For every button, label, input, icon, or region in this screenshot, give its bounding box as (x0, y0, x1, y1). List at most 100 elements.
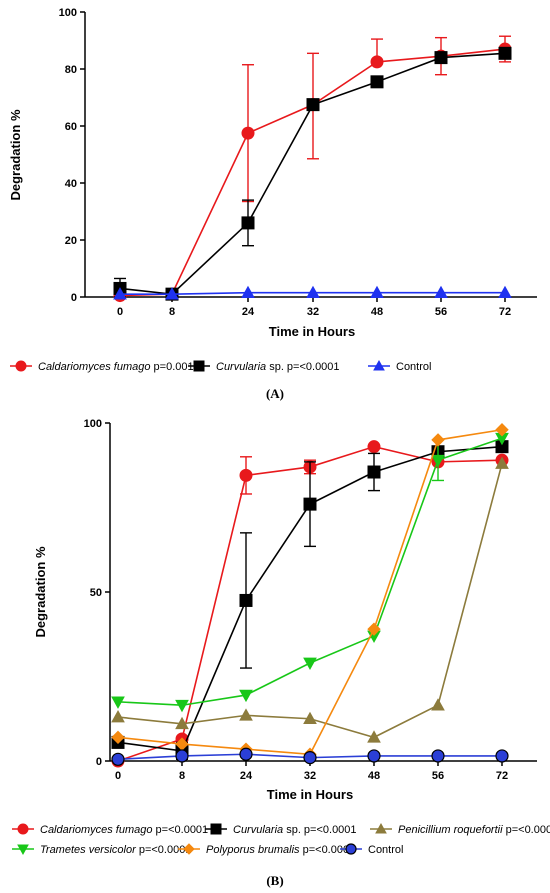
x-tick-label: 56 (432, 770, 444, 782)
data-point (367, 465, 381, 479)
data-point (306, 285, 320, 299)
legend-marker (193, 360, 205, 372)
data-point (370, 285, 384, 299)
legend-label: Polyporus brumalis p=<0.0001 (206, 844, 355, 856)
y-tick-label: 50 (90, 587, 102, 599)
y-tick-label: 0 (96, 756, 102, 768)
data-point (495, 456, 509, 469)
legend-label: Curvularia sp. p=<0.0001 (233, 824, 357, 836)
legend-label: Penicillium roquefortii p=<0.0001 (398, 824, 550, 836)
data-point (431, 749, 445, 763)
data-point (175, 749, 189, 763)
data-point (367, 749, 381, 763)
legend-item: Control (340, 843, 403, 856)
data-point (111, 730, 125, 745)
y-tick-label: 100 (84, 418, 102, 430)
y-tick-label: 80 (65, 64, 77, 76)
data-point (370, 75, 384, 89)
chart-a-ylabel: Degradation % (8, 109, 23, 200)
legend-label-species: Curvularia (216, 361, 266, 373)
legend-item: Penicillium roquefortii p=<0.0001 (370, 822, 550, 836)
legend-label-suffix: p=<0.0001 (300, 844, 356, 856)
legend-label-species: Caldariomyces fumago (40, 824, 153, 836)
data-point (303, 497, 317, 511)
legend-marker (183, 843, 195, 855)
chart-b-xlabel: Time in Hours (267, 787, 353, 802)
legend-label-suffix: p=<0.0001 (153, 824, 209, 836)
y-tick-label: 20 (65, 235, 77, 247)
data-point (495, 423, 509, 437)
legend-marker (373, 359, 385, 371)
data-point (239, 468, 253, 482)
data-point (239, 593, 253, 607)
x-tick-label: 8 (179, 770, 185, 782)
legend-label-species: Caldariomyces fumago (38, 361, 151, 373)
x-tick-label: 0 (115, 770, 121, 782)
series-1 (111, 440, 509, 761)
data-point (241, 216, 255, 230)
x-tick-label: 0 (117, 306, 123, 318)
x-tick-label: 72 (496, 770, 508, 782)
data-point (434, 285, 448, 299)
legend-label-suffix: Control (396, 361, 431, 373)
series-5 (111, 747, 509, 766)
data-point (111, 696, 125, 709)
legend-label-suffix: Control (368, 844, 403, 856)
data-point (175, 699, 189, 713)
data-point (175, 716, 189, 730)
legend-marker (375, 822, 387, 834)
data-point (495, 749, 509, 763)
data-point (239, 689, 253, 703)
legend-item: Curvularia sp. p=<0.0001 (188, 360, 340, 373)
data-point (111, 710, 125, 723)
x-tick-label: 48 (368, 770, 380, 782)
y-tick-label: 60 (65, 121, 77, 133)
legend-marker (345, 843, 357, 855)
legend-marker (210, 823, 222, 835)
legend-item: Trametes versicolor p=<0.0001 (12, 844, 191, 856)
x-tick-label: 56 (435, 306, 447, 318)
x-tick-label: 32 (304, 770, 316, 782)
data-point (303, 751, 317, 765)
chart-b-ylabel: Degradation % (33, 546, 48, 637)
legend-label-suffix: p=0.0013 (151, 361, 200, 373)
chart-a-xlabel: Time in Hours (269, 324, 355, 339)
data-point (165, 287, 179, 300)
legend-item: Caldariomyces fumago p=0.0013 (10, 360, 200, 373)
data-point (303, 711, 317, 725)
legend-label-species: Penicillium roquefortii (398, 824, 503, 836)
x-tick-label: 24 (242, 306, 255, 318)
data-point (239, 747, 253, 761)
x-tick-label: 72 (499, 306, 511, 318)
data-point (498, 285, 512, 299)
legend-label: Control (368, 844, 403, 856)
legend-label: Control (396, 361, 431, 373)
data-point (113, 287, 127, 300)
data-point (241, 285, 255, 299)
y-tick-label: 40 (65, 178, 77, 190)
legend-label: Caldariomyces fumago p=0.0013 (38, 361, 200, 373)
chart-1-plot-area: 0 50 100 0 8 24 32 48 56 72 Caldariomyces fumago p… (12, 418, 550, 856)
legend-label-species: Polyporus brumalis (206, 844, 300, 856)
data-point (303, 657, 317, 671)
data-point (239, 708, 253, 721)
x-tick-label: 48 (371, 306, 383, 318)
x-tick-label: 8 (169, 306, 175, 318)
legend-item: Control (368, 359, 431, 373)
legend-label-suffix: p=<0.0001 (503, 824, 550, 836)
data-point (434, 51, 448, 65)
series-0 (113, 35, 512, 303)
data-point (367, 730, 381, 743)
data-point (431, 433, 445, 447)
legend-label-suffix: sp. p=<0.0001 (283, 824, 356, 836)
data-point (370, 55, 384, 69)
legend-label: Trametes versicolor p=<0.0001 (40, 844, 191, 856)
series-2 (113, 285, 512, 300)
y-tick-label: 100 (59, 7, 77, 19)
legend-item: Caldariomyces fumago p=<0.0001 (12, 823, 209, 836)
legend-marker (15, 360, 27, 372)
legend-label-species: Trametes versicolor (40, 844, 137, 856)
legend-item: Polyporus brumalis p=<0.0001 (178, 843, 355, 856)
data-point (431, 698, 445, 711)
